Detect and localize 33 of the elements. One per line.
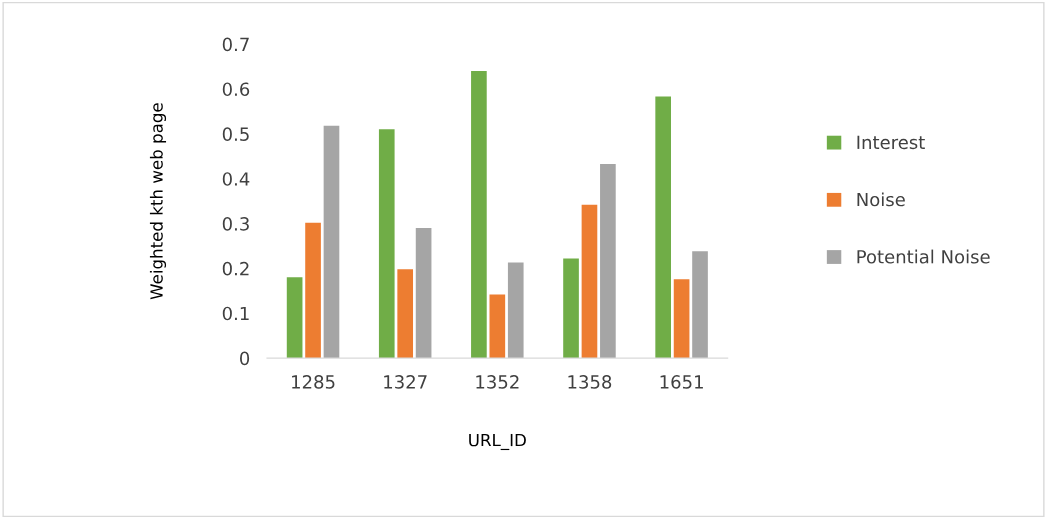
bar — [655, 96, 671, 359]
y-tick-label: 0.3 — [222, 217, 249, 231]
y-tick-label: 0.6 — [222, 82, 250, 97]
y-axis-title: Weighted kth web page — [149, 103, 167, 300]
bar — [305, 222, 321, 359]
bar — [692, 251, 708, 359]
legend-label: Potential Noise — [857, 249, 990, 264]
legend-label: Interest — [857, 135, 925, 150]
bar — [378, 129, 395, 359]
bar — [323, 125, 340, 359]
x-tick-label: 1358 — [568, 375, 612, 389]
y-tick-label: 0.1 — [222, 306, 249, 321]
bar — [673, 279, 690, 359]
bar — [600, 163, 616, 359]
legend-label: Noise — [857, 192, 905, 207]
y-tick-label: 0.5 — [222, 127, 249, 141]
y-tick-label: 0.4 — [222, 172, 250, 186]
x-axis-title: URL_ID — [469, 433, 526, 451]
x-tick-label: 1285 — [292, 375, 335, 389]
y-tick-label: 0.7 — [222, 37, 249, 52]
bar — [286, 277, 303, 359]
y-tick-label: 0.2 — [222, 261, 249, 276]
x-tick-label: 1651 — [660, 375, 703, 389]
bar — [563, 258, 579, 359]
bar — [489, 294, 506, 359]
bar — [471, 71, 487, 359]
x-tick-label: 1352 — [476, 375, 519, 389]
bar — [507, 262, 524, 359]
y-tick-label: 0 — [240, 351, 250, 366]
bar — [397, 269, 414, 359]
x-tick-label: 1327 — [384, 375, 427, 389]
bar — [415, 228, 432, 359]
bar — [581, 204, 598, 359]
